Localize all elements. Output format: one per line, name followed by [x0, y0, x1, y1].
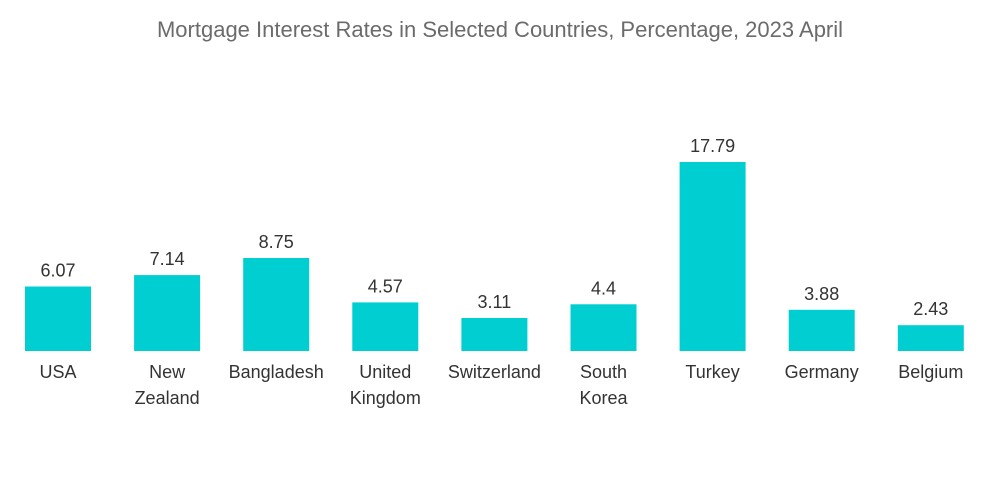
bar-3: [352, 302, 419, 351]
bar-value-label-6: 17.79: [690, 136, 735, 156]
category-label-7-line-0: Germany: [785, 362, 859, 382]
bar-value-label-5: 4.4: [591, 278, 616, 298]
bar-2: [243, 258, 310, 351]
category-label-4-line-0: Switzerland: [448, 362, 541, 382]
category-label-8-line-0: Belgium: [898, 362, 963, 382]
bars-layer: [25, 162, 964, 351]
category-label-0-line-0: USA: [39, 362, 76, 382]
category-label-2-line-0: Bangladesh: [229, 362, 324, 382]
bar-6: [679, 162, 746, 351]
bar-value-label-2: 8.75: [259, 232, 294, 252]
category-label-6-line-0: Turkey: [685, 362, 739, 382]
bar-5: [570, 304, 637, 351]
bar-value-label-4: 3.11: [478, 292, 512, 312]
value-labels-layer: 6.07 7.14 8.75 4.57 3.11 4.4 17.79 3.88 2.43: [40, 136, 948, 319]
chart-title: Mortgage Interest Rates in Selected Coun…: [156, 17, 844, 42]
bar-value-label-8: 2.43: [913, 299, 948, 319]
category-label-1-line-1: Zealand: [135, 388, 200, 408]
category-labels-layer: USA New Zealand Bangladesh United Kingdom Swit…: [39, 362, 963, 408]
bar-value-label-0: 6.07: [40, 261, 75, 281]
bar-value-label-3: 4.57: [368, 276, 403, 296]
category-label-5-line-1: Korea: [579, 388, 628, 408]
category-label-3-line-1: Kingdom: [350, 388, 421, 408]
bar-7: [788, 309, 855, 351]
category-label-1-line-0: New: [149, 362, 186, 382]
category-label-5-line-0: South: [580, 362, 627, 382]
bar-0: [25, 286, 91, 351]
bar-value-label-1: 7.14: [150, 249, 185, 269]
bar-value-label-7: 3.88: [804, 284, 839, 304]
bar-4: [461, 318, 528, 351]
bar-1: [134, 275, 201, 351]
bar-8: [897, 325, 964, 351]
category-label-3-line-0: United: [359, 362, 411, 382]
